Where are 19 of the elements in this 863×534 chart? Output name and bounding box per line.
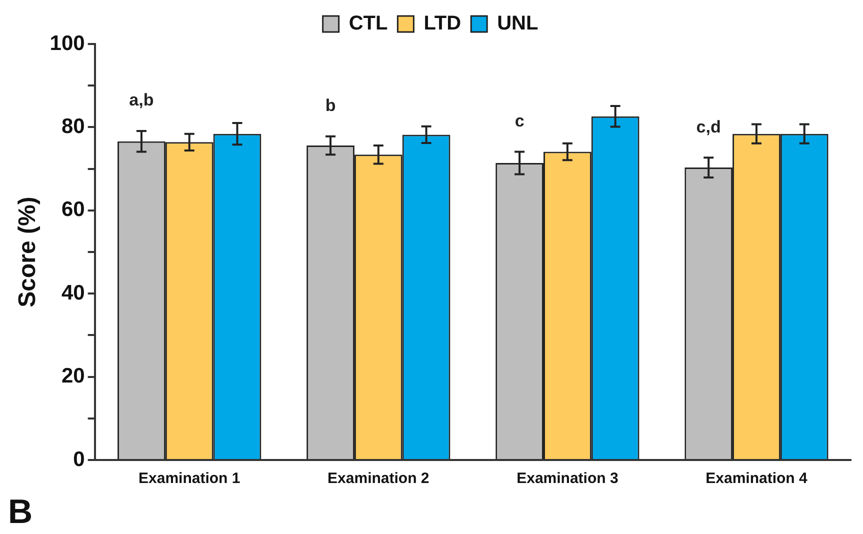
text: B [8,493,33,532]
y-tick-label: 60 [61,198,85,222]
y-tick-label: 20 [61,364,85,388]
y-tick-label: 80 [61,114,85,138]
legend-label: LTD [424,12,462,35]
x-tick-label: Examination 3 [516,470,618,488]
x-tick-label: Examination 4 [706,470,808,488]
y-tick-label: 0 [73,448,85,471]
annotation: c [514,111,524,130]
x-tick-label: Examination 2 [328,470,430,488]
y-tick-label: 100 [50,32,85,55]
annotation: a,b [129,90,154,110]
x-tick-label: Examination 1 [138,470,240,488]
annotation: c,d [696,117,721,136]
annotation: b [325,96,336,116]
legend-label: CTL [348,12,388,35]
y-tick-label: 40 [61,281,85,304]
y-axis-title: Score (%) [14,196,42,308]
legend-label: UNL [497,12,538,35]
